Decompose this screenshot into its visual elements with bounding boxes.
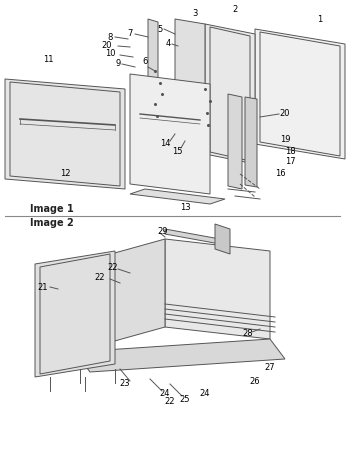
Polygon shape [165,229,220,244]
Text: 11: 11 [43,55,53,63]
Text: 27: 27 [265,363,275,371]
Polygon shape [165,239,270,339]
Polygon shape [75,239,165,352]
Text: Image 2: Image 2 [30,218,74,228]
Polygon shape [205,24,255,164]
Text: 23: 23 [120,380,130,388]
Text: 29: 29 [158,226,168,235]
Polygon shape [130,189,225,204]
Text: 25: 25 [180,394,190,403]
Text: 15: 15 [172,146,182,156]
Polygon shape [245,97,257,187]
Text: 14: 14 [160,140,170,149]
Polygon shape [255,29,345,159]
Text: 22: 22 [108,263,118,272]
Text: 22: 22 [165,397,175,405]
Text: 6: 6 [142,56,148,66]
Text: 1: 1 [317,15,323,23]
Text: 17: 17 [285,157,295,166]
Text: 10: 10 [105,50,115,58]
Text: 13: 13 [180,202,190,212]
Text: 7: 7 [127,29,133,39]
Text: 24: 24 [200,390,210,398]
Polygon shape [35,251,115,377]
Text: 19: 19 [280,134,290,144]
Text: 9: 9 [116,60,121,68]
Text: 5: 5 [158,24,163,34]
Text: 16: 16 [275,169,285,179]
Text: 20: 20 [102,41,112,50]
Text: 8: 8 [107,33,113,41]
Text: 24: 24 [160,390,170,398]
Text: 4: 4 [165,39,170,49]
Polygon shape [215,224,230,254]
Text: 26: 26 [250,376,260,386]
Text: 2: 2 [232,5,238,13]
Polygon shape [130,74,210,194]
Text: 21: 21 [38,282,48,291]
Polygon shape [228,94,242,189]
Polygon shape [175,19,205,164]
Polygon shape [5,79,125,189]
Text: 28: 28 [243,330,253,338]
Text: 18: 18 [285,146,295,156]
Text: 22: 22 [95,273,105,281]
Text: 3: 3 [192,10,198,18]
Text: 12: 12 [60,169,70,179]
Polygon shape [75,339,285,372]
Text: 20: 20 [280,110,290,118]
Polygon shape [148,19,158,149]
Text: Image 1: Image 1 [30,204,74,214]
